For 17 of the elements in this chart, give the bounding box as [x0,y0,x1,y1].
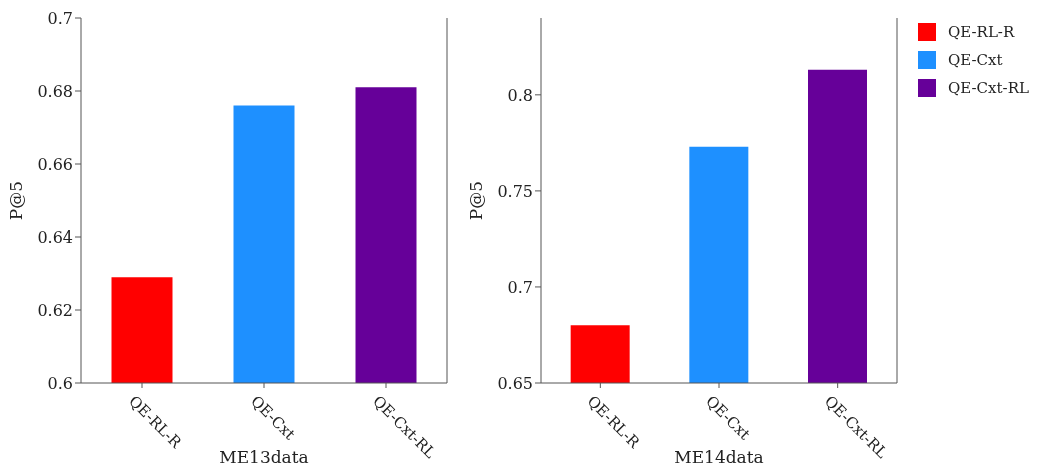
y-tick-label: 0.66 [37,154,73,174]
y-tick-label: 0.8 [507,85,533,105]
y-tick-label: 0.65 [497,373,533,393]
y-tick-label: 0.64 [37,227,73,247]
y-tick-label: 0.62 [37,300,73,320]
legend-label: QE-RL-R [948,23,1015,41]
y-tick-label: 0.68 [37,81,73,101]
y-axis-title: P@5 [6,180,27,221]
y-tick-label: 0.75 [497,181,533,201]
x-axis-title: ME13data [219,447,309,467]
y-tick-label: 0.6 [47,373,73,393]
y-axis-title: P@5 [466,180,487,221]
legend-label: QE-Cxt-RL [948,79,1029,97]
x-axis-title: ME14data [674,447,764,467]
y-tick-label: 0.7 [47,8,73,28]
y-tick-label: 0.7 [507,277,533,297]
legend-label: QE-Cxt [948,51,1003,69]
